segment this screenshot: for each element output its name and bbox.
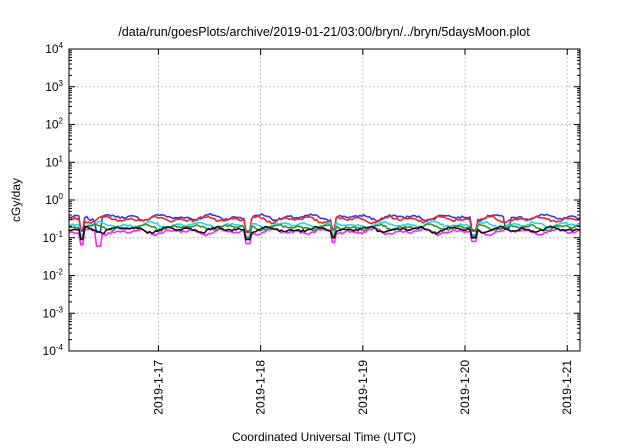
y-tick-label: 101 xyxy=(45,154,63,169)
series-line-4 xyxy=(68,223,581,239)
y-tick-label: 103 xyxy=(45,79,63,94)
y-tick-label: 10-4 xyxy=(43,343,64,358)
series-line-2 xyxy=(68,215,581,233)
y-axis: 10-4 10-3 10-2 10-1 100 101 102 103 104 xyxy=(43,41,580,358)
x-tick-label: 2019-1-20 xyxy=(458,360,472,415)
y-axis-label: cGy/day xyxy=(9,178,23,222)
x-axis: 2019-1-17 2019-1-18 2019-1-19 2019-1-20 2019… xyxy=(151,49,574,415)
y-tick-label: 10-2 xyxy=(43,268,64,283)
series-line-6 xyxy=(68,225,581,241)
x-tick-label: 2019-1-18 xyxy=(254,360,268,415)
y-tick-label: 102 xyxy=(45,117,63,132)
y-tick-label: 10-1 xyxy=(43,230,64,245)
y-tick-label: 100 xyxy=(45,192,63,207)
grid xyxy=(69,49,580,351)
x-tick-label: 2019-1-19 xyxy=(356,360,370,415)
x-tick-label: 2019-1-21 xyxy=(560,360,574,415)
x-axis-label: Coordinated Universal Time (UTC) xyxy=(232,430,416,444)
series-layer xyxy=(68,212,581,247)
x-tick-label: 2019-1-17 xyxy=(151,360,165,415)
y-tick-label: 10-3 xyxy=(43,305,64,320)
chart-title: /data/run/goesPlots/archive/2019-01-21/0… xyxy=(118,25,530,39)
y-tick-label: 104 xyxy=(45,41,63,56)
series-line-5 xyxy=(68,227,581,247)
